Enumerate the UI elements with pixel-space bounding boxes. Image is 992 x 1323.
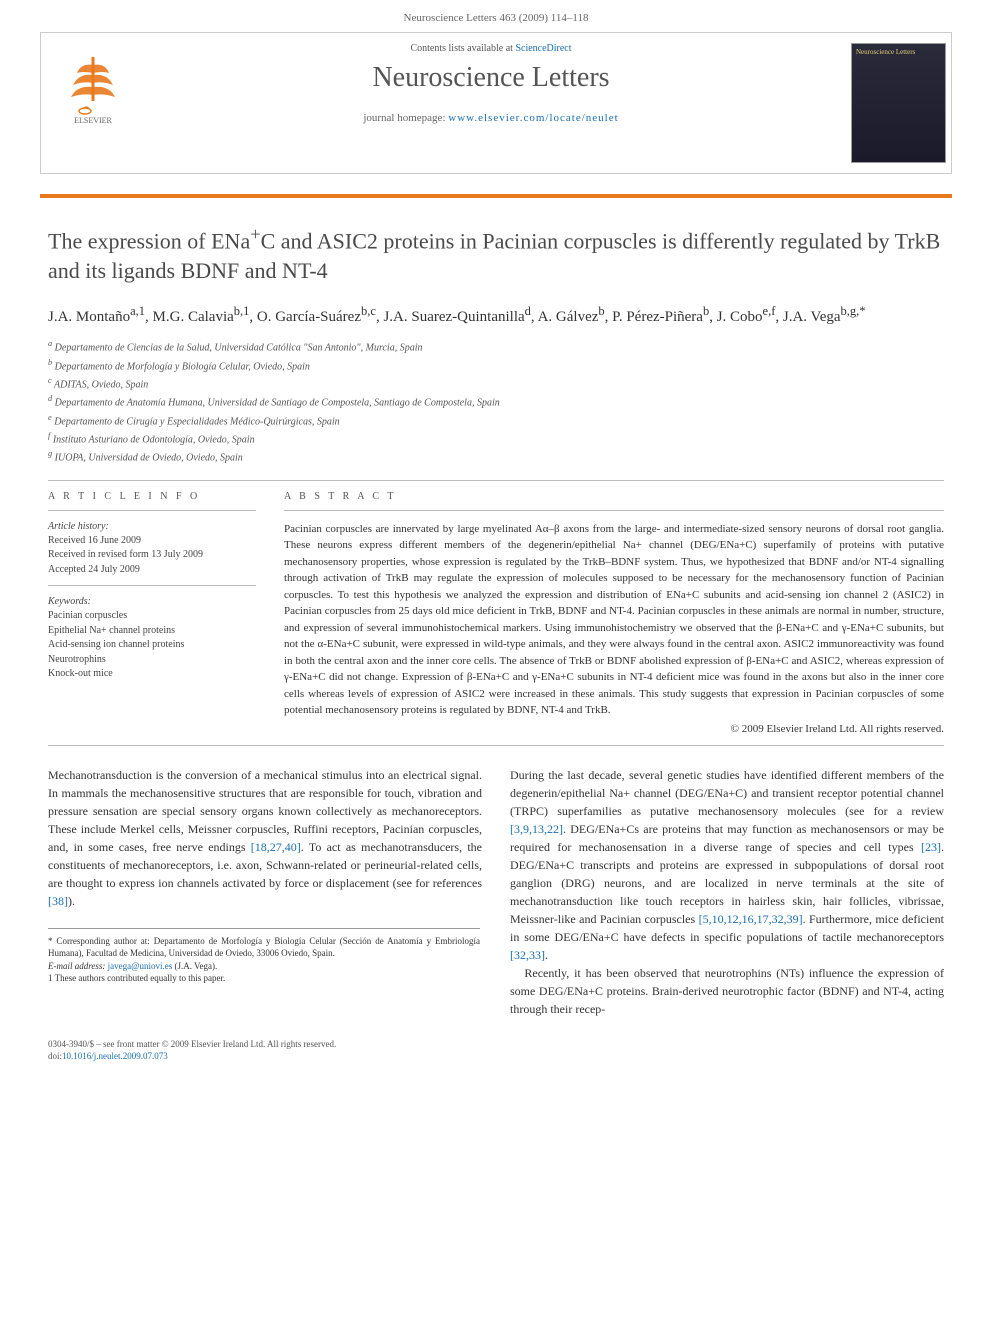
affiliation-item: e Departamento de Cirugía y Especialidad… <box>48 412 944 429</box>
affiliation-item: f Instituto Asturiano de Odontología, Ov… <box>48 430 944 447</box>
body-paragraph: Mechanotransduction is the conversion of… <box>48 766 482 910</box>
contents-prefix: Contents lists available at <box>410 43 515 54</box>
journal-homepage-line: journal homepage: www.elsevier.com/locat… <box>141 106 841 134</box>
citation-link[interactable]: [23] <box>921 840 941 854</box>
contents-available-line: Contents lists available at ScienceDirec… <box>141 43 841 54</box>
keyword-item: Epithelial Na+ channel proteins <box>48 624 256 639</box>
body-paragraph: Recently, it has been observed that neur… <box>510 964 944 1018</box>
keyword-item: Pacinian corpuscles <box>48 609 256 624</box>
cover-caption: Neuroscience Letters <box>852 44 945 60</box>
article-info-heading: A R T I C L E I N F O <box>48 491 256 502</box>
citation-link[interactable]: [18,27,40] <box>251 840 301 854</box>
article-info-column: A R T I C L E I N F O Article history: R… <box>48 491 256 735</box>
affiliation-item: b Departamento de Morfología y Biología … <box>48 357 944 374</box>
keyword-item: Neurotrophins <box>48 653 256 668</box>
abstract-column: A B S T R A C T Pacinian corpuscles are … <box>284 491 944 735</box>
footnotes: * Corresponding author at: Departamento … <box>48 928 480 985</box>
keyword-item: Knock-out mice <box>48 667 256 682</box>
keyword-item: Acid-sensing ion channel proteins <box>48 638 256 653</box>
email-label: E-mail address: <box>48 961 105 971</box>
article-title: The expression of ENa+C and ASIC2 protei… <box>48 222 944 286</box>
abstract-copyright: © 2009 Elsevier Ireland Ltd. All rights … <box>284 723 944 735</box>
citation-link[interactable]: [32,33] <box>510 948 545 962</box>
affiliation-item: g IUOPA, Universidad de Oviedo, Oviedo, … <box>48 448 944 465</box>
body-right-column: During the last decade, several genetic … <box>510 766 944 1018</box>
history-label: Article history: <box>48 521 256 532</box>
running-head: Neuroscience Letters 463 (2009) 114–118 <box>0 0 992 32</box>
email-attribution: (J.A. Vega). <box>174 961 217 971</box>
elsevier-tree-icon: ELSEVIER <box>53 45 133 125</box>
svg-text:ELSEVIER: ELSEVIER <box>74 116 112 125</box>
citation-link[interactable]: [5,10,12,16,17,32,39] <box>699 912 803 926</box>
affiliation-list: a Departamento de Ciencias de la Salud, … <box>48 338 944 465</box>
email-line: E-mail address: javega@uniovi.es (J.A. V… <box>48 960 480 973</box>
body-left-column: Mechanotransduction is the conversion of… <box>48 766 482 1018</box>
doi-link[interactable]: 10.1016/j.neulet.2009.07.073 <box>62 1051 168 1061</box>
author-email-link[interactable]: javega@uniovi.es <box>108 961 173 971</box>
author-list: J.A. Montañoa,1, M.G. Calaviab,1, O. Gar… <box>48 302 944 329</box>
abstract-text: Pacinian corpuscles are innervated by la… <box>284 521 944 719</box>
history-item: Accepted 24 July 2009 <box>48 563 256 578</box>
body-columns: Mechanotransduction is the conversion of… <box>48 766 944 1018</box>
journal-cover-icon: Neuroscience Letters <box>851 43 946 163</box>
body-paragraph: During the last decade, several genetic … <box>510 766 944 964</box>
affiliation-item: d Departamento de Anatomía Humana, Unive… <box>48 393 944 410</box>
page-footer: 0304-3940/$ – see front matter © 2009 El… <box>48 1038 944 1063</box>
equal-contrib-note: 1 These authors contributed equally to t… <box>48 972 480 985</box>
doi-label: doi: <box>48 1051 62 1061</box>
publisher-logo-slot: ELSEVIER <box>41 33 141 141</box>
section-rule <box>48 745 944 746</box>
citation-link[interactable]: [38] <box>48 894 68 908</box>
journal-homepage-link[interactable]: www.elsevier.com/locate/neulet <box>448 112 618 124</box>
journal-name: Neuroscience Letters <box>141 62 841 94</box>
section-rule <box>48 480 944 481</box>
front-matter-line: 0304-3940/$ – see front matter © 2009 El… <box>48 1038 944 1051</box>
homepage-prefix: journal homepage: <box>363 112 448 124</box>
keywords-label: Keywords: <box>48 596 256 607</box>
affiliation-item: c ADITAS, Oviedo, Spain <box>48 375 944 392</box>
corresponding-author-note: * Corresponding author at: Departamento … <box>48 935 480 960</box>
sciencedirect-link[interactable]: ScienceDirect <box>515 43 571 54</box>
affiliation-item: a Departamento de Ciencias de la Salud, … <box>48 338 944 355</box>
abstract-heading: A B S T R A C T <box>284 491 944 502</box>
citation-link[interactable]: [3,9,13,22] <box>510 822 563 836</box>
history-item: Received 16 June 2009 <box>48 534 256 549</box>
history-item: Received in revised form 13 July 2009 <box>48 548 256 563</box>
cover-thumb-slot: Neuroscience Letters <box>841 33 951 173</box>
journal-banner: ELSEVIER Contents lists available at Sci… <box>40 32 952 174</box>
